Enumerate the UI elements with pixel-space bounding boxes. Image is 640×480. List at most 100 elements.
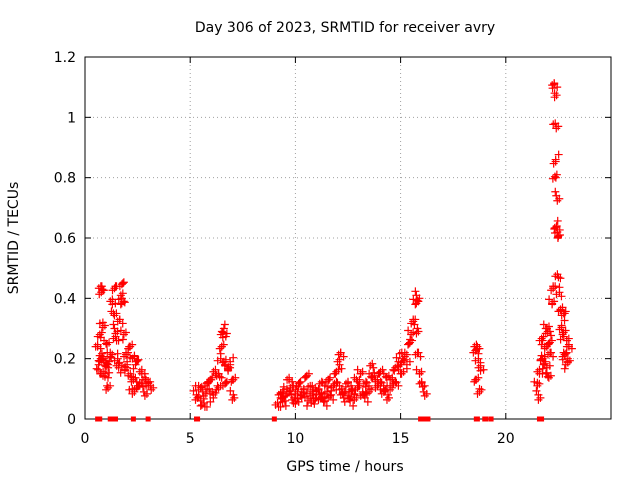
data-point [361,377,370,386]
data-point [220,379,229,388]
data-point [350,395,359,404]
data-point [128,354,137,363]
data-point [368,373,377,382]
data-point [469,348,478,357]
data-point [383,381,392,390]
data-point [277,394,286,403]
data-point [417,367,426,376]
x-tick-label: 20 [497,431,515,447]
data-point [384,371,393,380]
data-point [194,392,203,401]
data-point [471,356,480,365]
y-tick-label: 0.8 [54,171,76,187]
data-point [227,377,236,386]
data-point [109,320,118,329]
data-point [391,377,400,386]
data-point [405,357,414,366]
data-point [124,344,133,353]
data-point [470,377,479,386]
data-point [546,331,555,340]
data-point [472,340,481,349]
data-point [552,290,561,299]
data-point [550,79,559,88]
data-point [97,328,106,337]
data-point [414,327,423,336]
data-point [551,187,560,196]
data-point [218,381,227,390]
data-point [408,336,417,345]
data-point [550,224,559,233]
data-point [116,368,125,377]
data-point [131,373,140,382]
data-point [122,350,131,359]
data-point [336,348,345,357]
data-point [94,365,103,374]
data-point [141,373,150,382]
data-point [351,385,360,394]
data-point [105,338,114,347]
data-point [191,381,200,390]
data-point [415,294,424,303]
data-point [370,368,379,377]
data-point [130,385,139,394]
data-point [474,363,483,372]
data-point [334,350,343,359]
data-point [128,340,137,349]
data-point [206,375,215,384]
data-point [346,396,355,405]
data-point [552,91,561,100]
data-point [552,222,561,231]
data-point [541,329,550,338]
data-point [208,373,217,382]
data-point [549,120,558,129]
data-point [477,385,486,394]
data-point [378,365,387,374]
data-point [350,373,359,382]
data-point [399,356,408,365]
data-point [318,394,327,403]
data-point [226,386,235,395]
data-point [211,365,220,374]
data-point [422,389,431,398]
data-point [544,373,553,382]
x-tick-label: 5 [186,431,195,447]
data-point [532,386,541,395]
data-point [533,367,542,376]
data-point [366,361,375,370]
data-point [536,393,545,402]
data-point [552,170,561,179]
data-point [107,307,116,316]
chart-title: Day 306 of 2023, SRMTID for receiver avr… [195,20,495,36]
data-point [113,327,122,336]
data-point [327,383,336,392]
data-point [100,336,109,345]
data-point [289,398,298,407]
data-point [547,286,556,295]
data-point [292,381,301,390]
data-point [203,385,212,394]
data-point [93,340,102,349]
data-point [538,364,547,373]
data-point [411,287,420,296]
data-point [100,321,109,330]
data-point [95,319,104,328]
data-point [329,395,338,404]
data-point [231,373,240,382]
zero-point [109,416,115,422]
data-point [103,373,112,382]
data-point [333,357,342,366]
data-point [545,361,554,370]
data-point [332,367,341,376]
data-point [104,360,113,369]
data-point [330,369,339,378]
data-point [549,159,558,168]
data-point [371,383,380,392]
data-point [386,385,395,394]
data-point [550,297,559,306]
data-point [365,387,374,396]
y-tick-label: 1 [67,110,76,126]
data-point [476,361,485,370]
data-point [535,336,544,345]
data-point [555,283,564,292]
y-axis-label: SRMTID / TECUs [6,182,22,295]
